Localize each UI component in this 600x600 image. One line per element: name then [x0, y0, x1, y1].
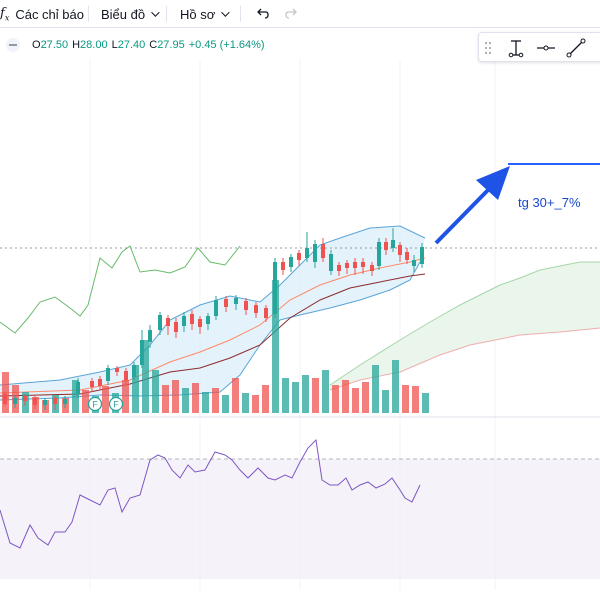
redo-button[interactable]: [282, 4, 302, 24]
toolbar-divider: [166, 6, 167, 22]
open-key: O: [32, 39, 41, 51]
change-value: +0.45 (+1.64%): [188, 39, 265, 51]
redo-icon: [285, 8, 297, 19]
horizontal-line-icon: [537, 45, 555, 51]
trend-line-icon: [566, 38, 586, 58]
toolbar-divider: [88, 6, 89, 22]
chevron-down-icon: [221, 8, 230, 17]
event-marker[interactable]: F: [87, 396, 103, 412]
event-marker-label: F: [113, 400, 119, 410]
ohlc-legend: O 27.50 H 28.00 L 27.40 C 27.95 +0.45 (+1.64…: [6, 37, 269, 53]
close-value: 27.95: [157, 39, 185, 51]
text-tool-button[interactable]: [505, 37, 527, 59]
projection-annotation[interactable]: tg 30+_7%: [518, 195, 581, 210]
drag-handle-icon: [485, 42, 491, 54]
drawing-toolbar: [478, 32, 600, 62]
text-cursor-icon: [508, 40, 524, 58]
undo-icon: [257, 8, 269, 19]
event-marker-label: F: [92, 400, 98, 410]
high-key: H: [72, 39, 81, 51]
event-markers: F F: [87, 396, 124, 412]
fx-icon: fx: [0, 5, 10, 23]
profile-menu-button[interactable]: Hồ sơ: [180, 0, 230, 28]
profile-menu-label: Hồ sơ: [180, 6, 216, 22]
top-toolbar: fx Các chỉ báo Biểu đồ Hồ sơ: [0, 0, 600, 28]
chart-menu-label: Biểu đồ: [101, 6, 146, 22]
chevron-down-icon: [151, 8, 160, 17]
toolbar-divider: [240, 6, 241, 22]
open-value: 27.50: [40, 39, 69, 51]
event-marker[interactable]: F: [108, 396, 124, 412]
indicators-button[interactable]: fx Các chỉ báo: [0, 0, 84, 28]
undo-button[interactable]: [252, 4, 272, 24]
high-value: 28.00: [80, 39, 108, 51]
low-value: 27.40: [117, 39, 146, 51]
close-key: C: [149, 39, 158, 51]
trend-line-tool-button[interactable]: [565, 37, 587, 59]
horizontal-line-tool-button[interactable]: [535, 37, 557, 59]
low-key: L: [111, 39, 118, 51]
indicators-label: Các chỉ báo: [15, 6, 84, 22]
drag-handle[interactable]: [483, 37, 493, 59]
chart-menu-button[interactable]: Biểu đồ: [101, 0, 160, 28]
collapse-legend-icon[interactable]: [6, 38, 20, 52]
